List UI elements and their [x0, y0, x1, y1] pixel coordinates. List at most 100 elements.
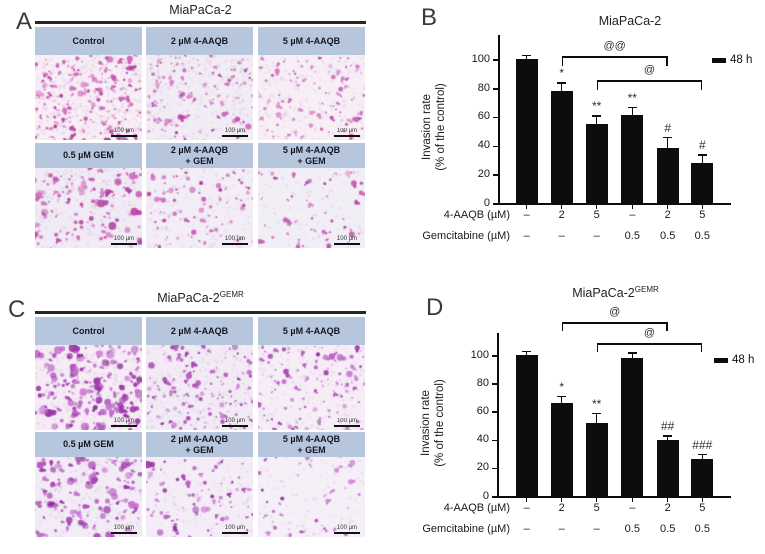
panel-d-chart-title: MiaPaCa-2GEMR: [497, 285, 734, 301]
micrograph-cell-a-2um-gem: 2 µM 4-AAQB + GEM 100 µm: [146, 143, 253, 248]
y-tick: [492, 467, 497, 470]
panel-d: D MiaPaCa-2GEMR Invasion rate (% of the c…: [420, 278, 765, 554]
x-tick: [701, 205, 704, 209]
significance-label: **: [627, 90, 637, 105]
scale-bar-label: 100 µm: [113, 418, 135, 424]
treatment-label: 0.5 µM GEM: [35, 143, 142, 168]
x-row-value: 2: [558, 209, 565, 221]
significance-label: *: [559, 379, 565, 394]
bracket-line: [596, 80, 703, 82]
x-row-value: –: [558, 230, 565, 242]
y-tick: [493, 174, 498, 176]
treatment-label: 5 µM 4-AAQB + GEM: [258, 432, 365, 457]
micrograph: 100 µm: [258, 55, 365, 140]
panel-c: C MiaPaCa-2GEMR Control 100 µm 2 µM 4-AA…: [0, 278, 420, 554]
x-tick: [631, 498, 634, 502]
y-axis-line: [497, 333, 499, 498]
y-tick-label: 0: [483, 196, 490, 209]
micrograph-cell-c-2um-gem: 2 µM 4-AAQB + GEM 100 µm: [146, 432, 253, 537]
y-tick: [492, 439, 497, 442]
bracket-tick: [666, 56, 668, 66]
error-bar-stem: [666, 435, 669, 441]
error-bar-stem: [560, 82, 563, 92]
treatment-label: 2 µM 4-AAQB + GEM: [146, 143, 253, 168]
x-row-value: 0.5: [694, 523, 710, 535]
treatment-label: 2 µM 4-AAQB: [146, 317, 253, 345]
x-row-label-gemcitabine: Gemcitabine (µM): [422, 523, 510, 535]
scale-bar: 100 µm: [111, 128, 137, 137]
panel-a: A MiaPaCa-2 Control 100 µm 2 µM 4-AAQB 1…: [0, 0, 420, 278]
panel-d-y-axis-title: Invasion rate (% of the control): [420, 379, 447, 467]
scale-bar: 100 µm: [222, 525, 248, 534]
micrograph-cell-c-2um: 2 µM 4-AAQB 100 µm: [146, 317, 253, 430]
x-tick: [666, 205, 669, 209]
micrograph-cell-c-5um: 5 µM 4-AAQB 100 µm: [258, 317, 365, 430]
scale-bar-line: [111, 425, 137, 427]
x-row-value: 0.5: [624, 523, 640, 535]
chart-title-text: MiaPaCa-2: [598, 14, 662, 29]
bracket-tick: [561, 56, 564, 66]
error-bar-cap: [592, 115, 602, 117]
y-tick: [492, 496, 497, 498]
micrograph-image: [35, 55, 142, 140]
x-row-value: –: [629, 502, 636, 514]
x-row-value: 5: [593, 502, 600, 514]
y-tick-label: 40: [477, 139, 490, 152]
legend-swatch-icon: [712, 57, 726, 63]
x-row-value: 2: [558, 502, 565, 514]
significance-label: ##: [661, 419, 675, 434]
error-bar-cap: [627, 106, 637, 109]
error-bar-stem: [701, 154, 704, 164]
scale-bar-label: 100 µm: [113, 525, 135, 531]
x-axis-line: [498, 203, 731, 205]
scale-bar-line: [111, 243, 137, 245]
y-tick-label: 20: [477, 167, 490, 180]
micrograph-image: [258, 457, 365, 537]
bracket-label: @: [609, 306, 621, 318]
scale-bar: 100 µm: [222, 418, 248, 427]
y-tick: [493, 88, 498, 90]
x-row-value: –: [523, 209, 530, 221]
micrograph: 100 µm: [35, 55, 142, 140]
micrograph-image: [258, 168, 365, 248]
x-row-label-gemcitabine: Gemcitabine (µM): [422, 230, 510, 242]
error-bar-stem: [560, 395, 563, 404]
bracket-tick: [596, 80, 599, 90]
error-bar-cap: [697, 154, 707, 156]
scale-bar-line: [111, 135, 137, 137]
panel-a-title-rule: [35, 21, 366, 24]
micrograph-cell-c-5um-gem: 5 µM 4-AAQB + GEM 100 µm: [258, 432, 365, 537]
x-row-value: 5: [699, 209, 706, 221]
bar: [656, 148, 679, 203]
bracket-label: @: [643, 327, 656, 339]
x-row-value: 0.5: [660, 230, 676, 242]
micrograph-image: [258, 55, 365, 140]
y-tick-label: 60: [476, 404, 489, 417]
micrograph-image: [35, 345, 142, 430]
y-tick: [493, 203, 498, 205]
y-tick-label: 0: [482, 489, 489, 502]
scale-bar-label: 100 µm: [224, 418, 246, 424]
x-tick: [701, 498, 704, 502]
scale-bar-label: 100 µm: [224, 128, 246, 134]
x-row-value: 2: [664, 209, 671, 221]
legend-label: 48 h: [732, 354, 755, 366]
bracket-line: [596, 343, 703, 345]
panel-b-legend: 48 h: [712, 54, 752, 66]
bracket-tick: [561, 322, 564, 331]
scale-bar: 100 µm: [334, 236, 360, 245]
error-bar-cap: [592, 412, 602, 415]
micrograph-cell-a-2um: 2 µM 4-AAQB 100 µm: [146, 27, 253, 140]
error-bar-cap: [663, 136, 673, 139]
error-bar-stem: [631, 352, 634, 359]
error-bar-stem: [595, 115, 598, 125]
y-tick: [493, 145, 498, 148]
scale-bar: 100 µm: [334, 525, 360, 534]
panel-c-title-sup: GEMR: [219, 290, 244, 299]
bracket-tick: [666, 322, 668, 331]
x-row-value: 2: [664, 502, 671, 514]
panel-c-title: MiaPaCa-2GEMR: [35, 290, 366, 306]
error-bar-cap: [557, 82, 567, 84]
treatment-label: 5 µM 4-AAQB: [258, 27, 365, 55]
